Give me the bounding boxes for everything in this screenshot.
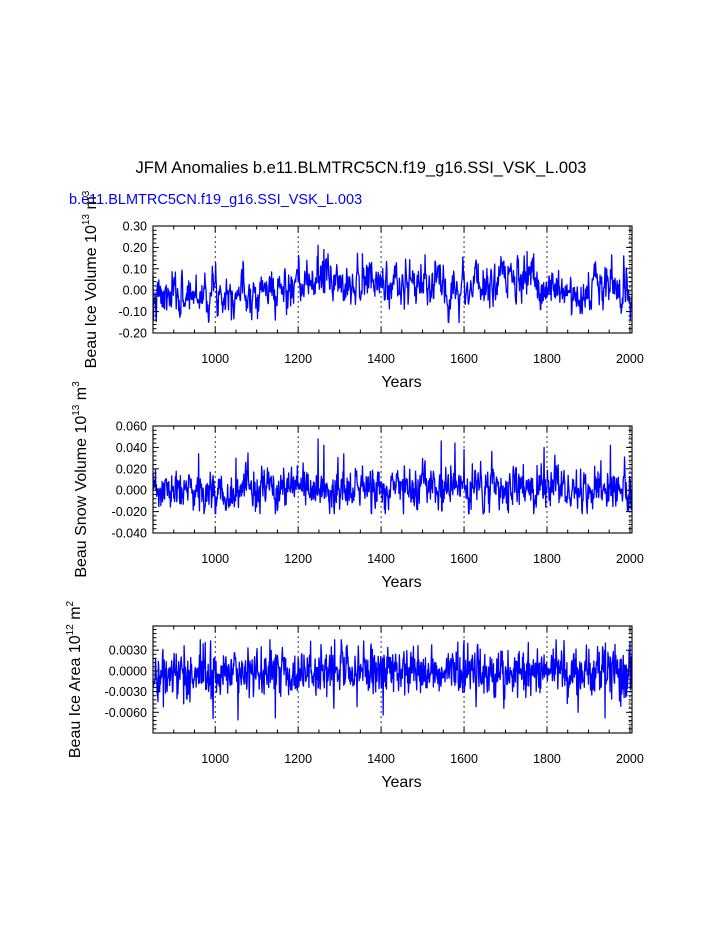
y-axis-title: Beau Ice Area 1012 m2	[65, 600, 84, 758]
y-axis-title-superscript: 13	[71, 404, 82, 416]
x-tick-label: 1200	[284, 552, 312, 566]
y-tick-label: -0.020	[112, 505, 147, 519]
ice-area-panel: 1000 1200 1400 1600 1800 2000 -0.0060 -0.0030 0.…	[65, 600, 644, 791]
y-axis-title-superscript: 13	[81, 214, 92, 226]
y-tick-label: -0.040	[112, 527, 147, 541]
x-axis-title: Years	[381, 374, 421, 391]
x-tick-label: 2000	[616, 352, 644, 366]
figure-title: JFM Anomalies b.e11.BLMTRC5CN.f19_g16.SS…	[136, 159, 587, 177]
y-tick-label: -0.0030	[105, 685, 147, 699]
y-tick-label: -0.20	[119, 327, 148, 341]
ice-volume-panel: 1000 1200 1400 1600 1800 2000 -0.20 -0.10 0.00 0.…	[81, 190, 644, 391]
y-tick-label: 0.000	[116, 484, 147, 498]
y-tick-label: 0.0030	[109, 644, 147, 658]
x-tick-label: 1800	[533, 552, 561, 566]
y-axis-title-part: Beau Snow Volume 10	[73, 416, 90, 578]
y-axis-title-superscript: 12	[65, 624, 76, 636]
x-tick-label: 1600	[450, 752, 478, 766]
y-axis-title-part: m	[67, 606, 84, 624]
y-axis-title-part: Beau Ice Area 10	[67, 635, 84, 758]
data-series-line	[152, 244, 633, 323]
x-tick-label: 1400	[367, 352, 395, 366]
x-tick-label: 1000	[201, 752, 229, 766]
case-label: b.e11.BLMTRC5CN.f19_g16.SSI_VSK_L.003	[69, 192, 362, 208]
x-tick-label: 1200	[284, 752, 312, 766]
data-series-line	[152, 639, 633, 721]
y-tick-label: 0.30	[123, 220, 147, 234]
y-axis-title-superscript: 3	[71, 381, 82, 387]
y-axis-title: Beau Snow Volume 1013 m3	[71, 381, 90, 578]
y-axis-title-part: Beau Ice Volume 10	[83, 225, 100, 368]
y-tick-label: -0.0060	[105, 706, 147, 720]
y-tick-label: 0.040	[116, 441, 147, 455]
y-axis-title-superscript: 2	[65, 600, 76, 606]
x-tick-label: 1200	[284, 352, 312, 366]
x-tick-label: 1600	[450, 352, 478, 366]
x-tick-label: 1800	[533, 752, 561, 766]
y-axis-title-part: m	[83, 196, 100, 214]
y-tick-label: 0.00	[123, 284, 147, 298]
x-tick-label: 1400	[367, 552, 395, 566]
y-tick-label: 0.10	[123, 262, 147, 276]
x-tick-label: 1000	[201, 352, 229, 366]
plot-frame	[152, 425, 633, 534]
snow-volume-panel: 1000 1200 1400 1600 1800 2000 -0.040 -0.020 0.00…	[71, 381, 644, 591]
y-tick-label: 0.020	[116, 462, 147, 476]
y-tick-label: 0.060	[116, 420, 147, 434]
y-tick-label: 0.0000	[109, 664, 147, 678]
y-axis-title-part: m	[73, 387, 90, 405]
y-axis-title: Beau Ice Volume 1013 m3	[81, 190, 100, 368]
x-tick-label: 1400	[367, 752, 395, 766]
x-axis-title: Years	[381, 774, 421, 791]
x-tick-label: 1600	[450, 552, 478, 566]
y-tick-label: -0.10	[119, 305, 148, 319]
plot-frame	[152, 225, 633, 334]
data-series-line	[152, 438, 633, 515]
x-tick-label: 2000	[616, 552, 644, 566]
x-tick-label: 1000	[201, 552, 229, 566]
x-tick-label: 1800	[533, 352, 561, 366]
y-axis-title-superscript: 3	[81, 190, 92, 196]
plot-frame	[152, 625, 633, 734]
y-tick-label: 0.20	[123, 241, 147, 255]
x-axis-title: Years	[381, 574, 421, 591]
x-tick-label: 2000	[616, 752, 644, 766]
